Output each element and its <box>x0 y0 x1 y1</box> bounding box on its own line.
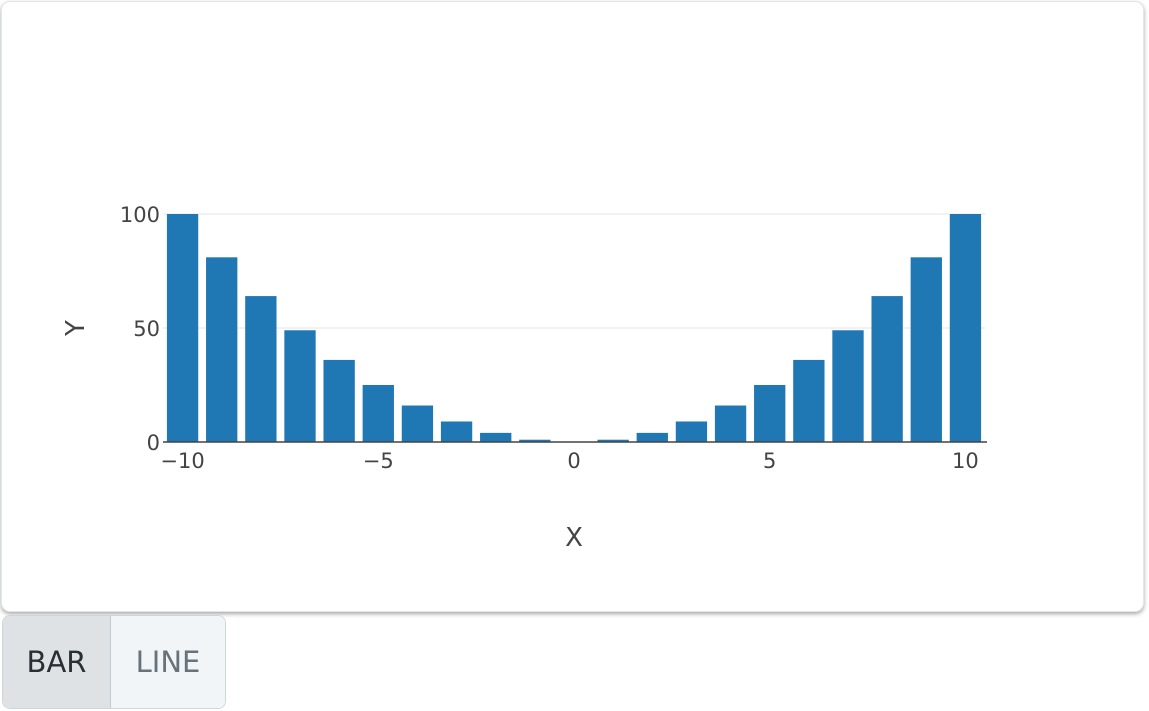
bar <box>245 296 277 442</box>
x-tick-label: 10 <box>952 449 979 473</box>
y-tick-label: 50 <box>133 317 160 341</box>
bar <box>597 439 629 442</box>
bar-toggle-button[interactable]: BAR <box>3 616 111 708</box>
x-tick-label: 0 <box>567 449 580 473</box>
bar <box>910 257 942 442</box>
x-tick-label: −10 <box>160 449 204 473</box>
y-axis-title: Y <box>61 320 91 337</box>
bar <box>166 214 199 442</box>
bar-chart: 0 50 100 −10 −5 0 5 10 X Y <box>61 203 987 553</box>
bar <box>675 421 708 442</box>
x-tick-labels: −10 −5 0 5 10 <box>160 449 978 473</box>
y-tick-label: 0 <box>147 431 160 455</box>
x-axis-title: X <box>565 523 583 553</box>
bar <box>440 421 473 442</box>
bar <box>754 385 786 442</box>
bar <box>519 439 551 442</box>
bar <box>401 405 434 442</box>
grid-lines <box>163 213 985 329</box>
y-tick-labels: 0 50 100 <box>120 203 160 455</box>
bar <box>793 359 825 442</box>
y-tick-label: 100 <box>120 203 160 227</box>
line-toggle-button[interactable]: LINE <box>111 616 225 708</box>
bar <box>206 257 238 442</box>
bar <box>832 330 864 442</box>
bar <box>949 214 982 442</box>
x-tick-label: −5 <box>363 449 394 473</box>
bar <box>362 385 394 442</box>
bar <box>714 405 747 442</box>
x-tick-label: 5 <box>763 449 776 473</box>
chart-type-toggle: BAR LINE <box>2 615 226 709</box>
chart-card: 0 50 100 −10 −5 0 5 10 X Y <box>1 1 1144 612</box>
bar <box>323 359 355 442</box>
bars <box>166 214 982 442</box>
bar <box>871 296 903 442</box>
bar <box>636 432 668 442</box>
bar <box>284 330 316 442</box>
bar <box>480 432 512 442</box>
